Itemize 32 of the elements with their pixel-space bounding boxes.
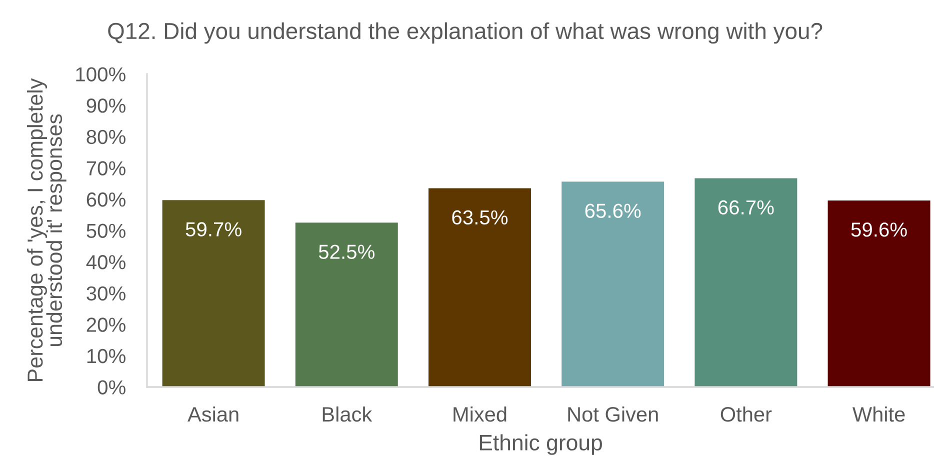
y-tick-label: 90% [86, 98, 126, 113]
chart-title: Q12. Did you understand the explanation of what was wrong with you? [108, 22, 822, 44]
y-tick-label: 50% [86, 224, 126, 238]
bar [828, 200, 930, 387]
x-tick-label: Other [720, 406, 772, 422]
y-tick-label: 100% [76, 67, 126, 82]
x-tick-label: Not Given [568, 406, 658, 422]
data-label: 52.5% [318, 244, 374, 259]
y-tick-label: 10% [87, 348, 126, 364]
data-label: 59.6% [851, 222, 907, 237]
y-tick-label: 40% [86, 255, 126, 270]
x-tick-label: Black [322, 406, 372, 422]
x-tick-label: Mixed [454, 406, 506, 422]
y-tick-label: 80% [86, 130, 126, 144]
data-label: 63.5% [452, 210, 508, 225]
x-axis-title: Ethnic group [480, 434, 602, 455]
data-label: 66.7% [718, 200, 774, 215]
x-tick-label: Asian [188, 406, 238, 422]
bar [562, 182, 664, 387]
y-tick-label: 0% [98, 380, 126, 394]
bar [295, 222, 398, 387]
bar [428, 188, 531, 387]
y-axis-title: Percentage of 'yes, I completely understood it' responses [26, 78, 66, 381]
y-tick-label: 70% [86, 161, 126, 176]
bar [694, 178, 798, 387]
y-tick-label: 30% [86, 286, 126, 301]
data-label: 65.6% [585, 204, 641, 218]
x-tick-label: White [852, 406, 905, 422]
y-tick-label: 20% [86, 318, 126, 332]
data-label: 59.7% [186, 222, 242, 236]
y-tick-label: 60% [86, 192, 126, 207]
bar [162, 200, 265, 387]
